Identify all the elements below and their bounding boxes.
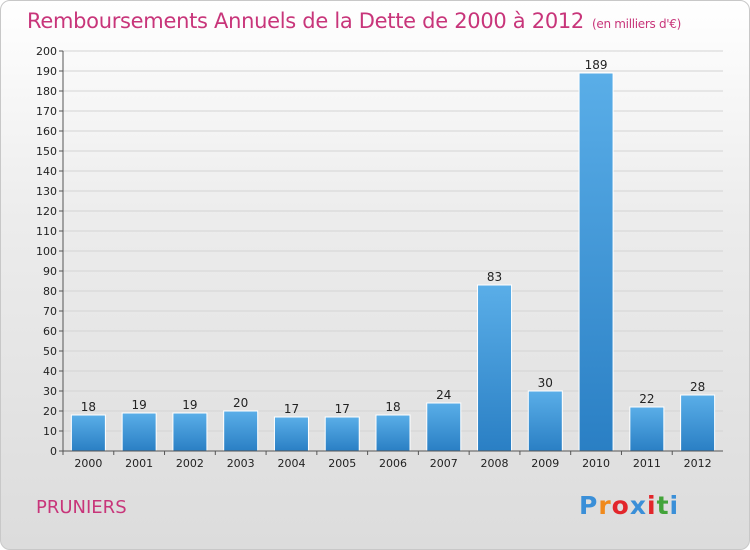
bar-2012 [680, 394, 716, 452]
y-tick-label: 180 [36, 85, 57, 98]
y-tick-label: 20 [43, 405, 57, 418]
x-tick-label: 2001 [125, 457, 153, 470]
x-tick-label: 2009 [531, 457, 559, 470]
x-tick-label: 2005 [328, 457, 356, 470]
y-tick-label: 60 [43, 325, 57, 338]
bar-value-label: 83 [487, 270, 502, 284]
bar-2005 [324, 416, 360, 452]
chart-title-text: Remboursements Annuels de la Dette de 20… [27, 9, 584, 33]
bar-2011 [629, 406, 665, 452]
bar-2001 [121, 412, 157, 452]
y-tick-label: 100 [36, 245, 57, 258]
bar-value-label: 17 [335, 402, 350, 416]
bar-value-label: 17 [284, 402, 299, 416]
x-tick-label: 2010 [582, 457, 610, 470]
x-tick-label: 2003 [227, 457, 255, 470]
bar-2003 [223, 410, 259, 452]
y-tick-label: 50 [43, 345, 57, 358]
bar-2009 [527, 390, 563, 452]
bar-value-label: 24 [436, 388, 451, 402]
x-tick-label: 2012 [684, 457, 712, 470]
bar-value-label: 20 [233, 396, 248, 410]
x-tick-label: 2007 [430, 457, 458, 470]
bar-2007 [426, 402, 462, 452]
x-tick-label: 2004 [277, 457, 305, 470]
y-tick-label: 120 [36, 205, 57, 218]
bar-value-label: 19 [182, 398, 197, 412]
bar-2000 [70, 414, 106, 452]
bar-2004 [273, 416, 309, 452]
bar-2010 [578, 72, 614, 452]
logo-letter: P [579, 491, 599, 520]
bar-2008 [477, 284, 513, 452]
y-tick-label: 190 [36, 65, 57, 78]
bar-value-label: 22 [639, 392, 654, 406]
logo-letter: i [647, 491, 657, 520]
y-tick-label: 170 [36, 105, 57, 118]
chart-title: Remboursements Annuels de la Dette de 20… [27, 9, 681, 33]
commune-name: PRUNIERS [36, 497, 127, 518]
logo-letter: r [598, 491, 612, 520]
logo-letter: i [669, 491, 680, 520]
y-tick-label: 90 [43, 265, 57, 278]
bars: 18 19 19 20 17 17 18 24 83 30 189 22 28 [70, 58, 716, 452]
y-tick-label: 0 [50, 445, 57, 458]
chart-unit-label: (en milliers d'€) [592, 17, 682, 31]
logo-letter: x [629, 491, 647, 520]
bar-value-label: 30 [538, 376, 553, 390]
x-tick-label: 2011 [633, 457, 661, 470]
x-tick-label: 2006 [379, 457, 407, 470]
y-axis-ticks: 0 10 20 30 40 50 60 70 80 90 100 110 120 130 140 150 160… [36, 45, 63, 458]
y-tick-label: 130 [36, 185, 57, 198]
x-tick-label: 2008 [481, 457, 509, 470]
x-tick-label: 2000 [74, 457, 102, 470]
logo-letter: o [611, 491, 630, 520]
proxiti-logo: Proxiti [579, 491, 679, 520]
bar-2006 [375, 414, 411, 452]
bar-value-label: 28 [690, 380, 705, 394]
grid-lines [63, 50, 723, 452]
x-axis-ticks: 2000 2001 2002 2003 2004 2005 2006 2007 2008 2009… [62, 451, 712, 470]
y-tick-label: 10 [43, 425, 57, 438]
y-tick-label: 30 [43, 385, 57, 398]
bar-value-label: 18 [385, 400, 400, 414]
x-tick-label: 2002 [176, 457, 204, 470]
y-tick-label: 70 [43, 305, 57, 318]
logo-letter: t [656, 491, 670, 520]
y-tick-label: 110 [36, 225, 57, 238]
bar-value-label: 19 [132, 398, 147, 412]
bar-value-label: 18 [81, 400, 96, 414]
y-tick-label: 40 [43, 365, 57, 378]
y-tick-label: 160 [36, 125, 57, 138]
bar-value-label: 189 [585, 58, 608, 72]
y-tick-label: 150 [36, 145, 57, 158]
y-tick-label: 140 [36, 165, 57, 178]
y-tick-label: 200 [36, 45, 57, 58]
bar-2002 [172, 412, 208, 452]
y-tick-label: 80 [43, 285, 57, 298]
